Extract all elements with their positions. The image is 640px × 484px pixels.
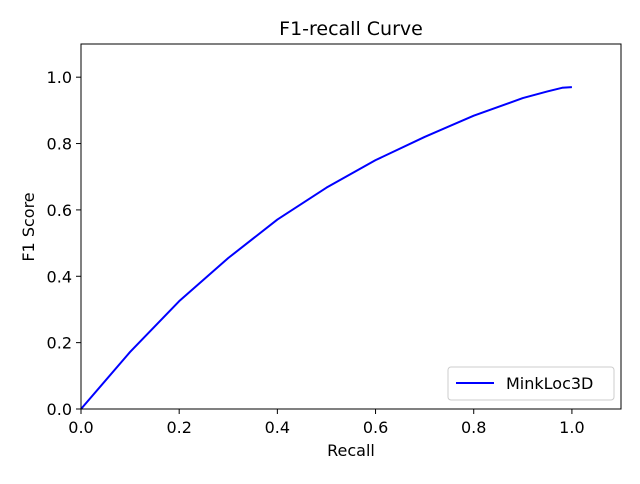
y-tick-label: 0.8	[47, 135, 72, 154]
y-tick-label: 1.0	[47, 68, 72, 87]
x-tick-label: 0.6	[363, 418, 388, 437]
legend-box	[447, 366, 615, 401]
x-tick-label: 0.0	[68, 418, 93, 437]
y-tick-label: 0.6	[47, 201, 72, 220]
y-tick-label: 0.2	[47, 334, 72, 353]
y-tick-label: 0.4	[47, 267, 72, 286]
y-tick-label: 0.0	[47, 400, 72, 419]
x-tick-label: 0.4	[265, 418, 290, 437]
x-tick-label: 1.0	[559, 418, 584, 437]
plot-area: 0.0 0.2 0.4 0.6 0.8 1.0 0.0 0.2 0.4 0.6 0.8 1.0	[47, 43, 622, 437]
x-tick-label: 0.8	[461, 418, 486, 437]
chart-title: F1-recall Curve	[279, 18, 423, 40]
y-axis-label: F1 Score	[19, 192, 38, 261]
axes-frame	[80, 43, 622, 410]
legend-label-minkloc3d: MinkLoc3D	[506, 374, 593, 393]
series-line-minkloc3d	[80, 86, 572, 410]
legend: MinkLoc3D	[447, 366, 615, 401]
x-tick-label: 0.2	[166, 418, 191, 437]
x-axis-label: Recall	[327, 441, 375, 460]
